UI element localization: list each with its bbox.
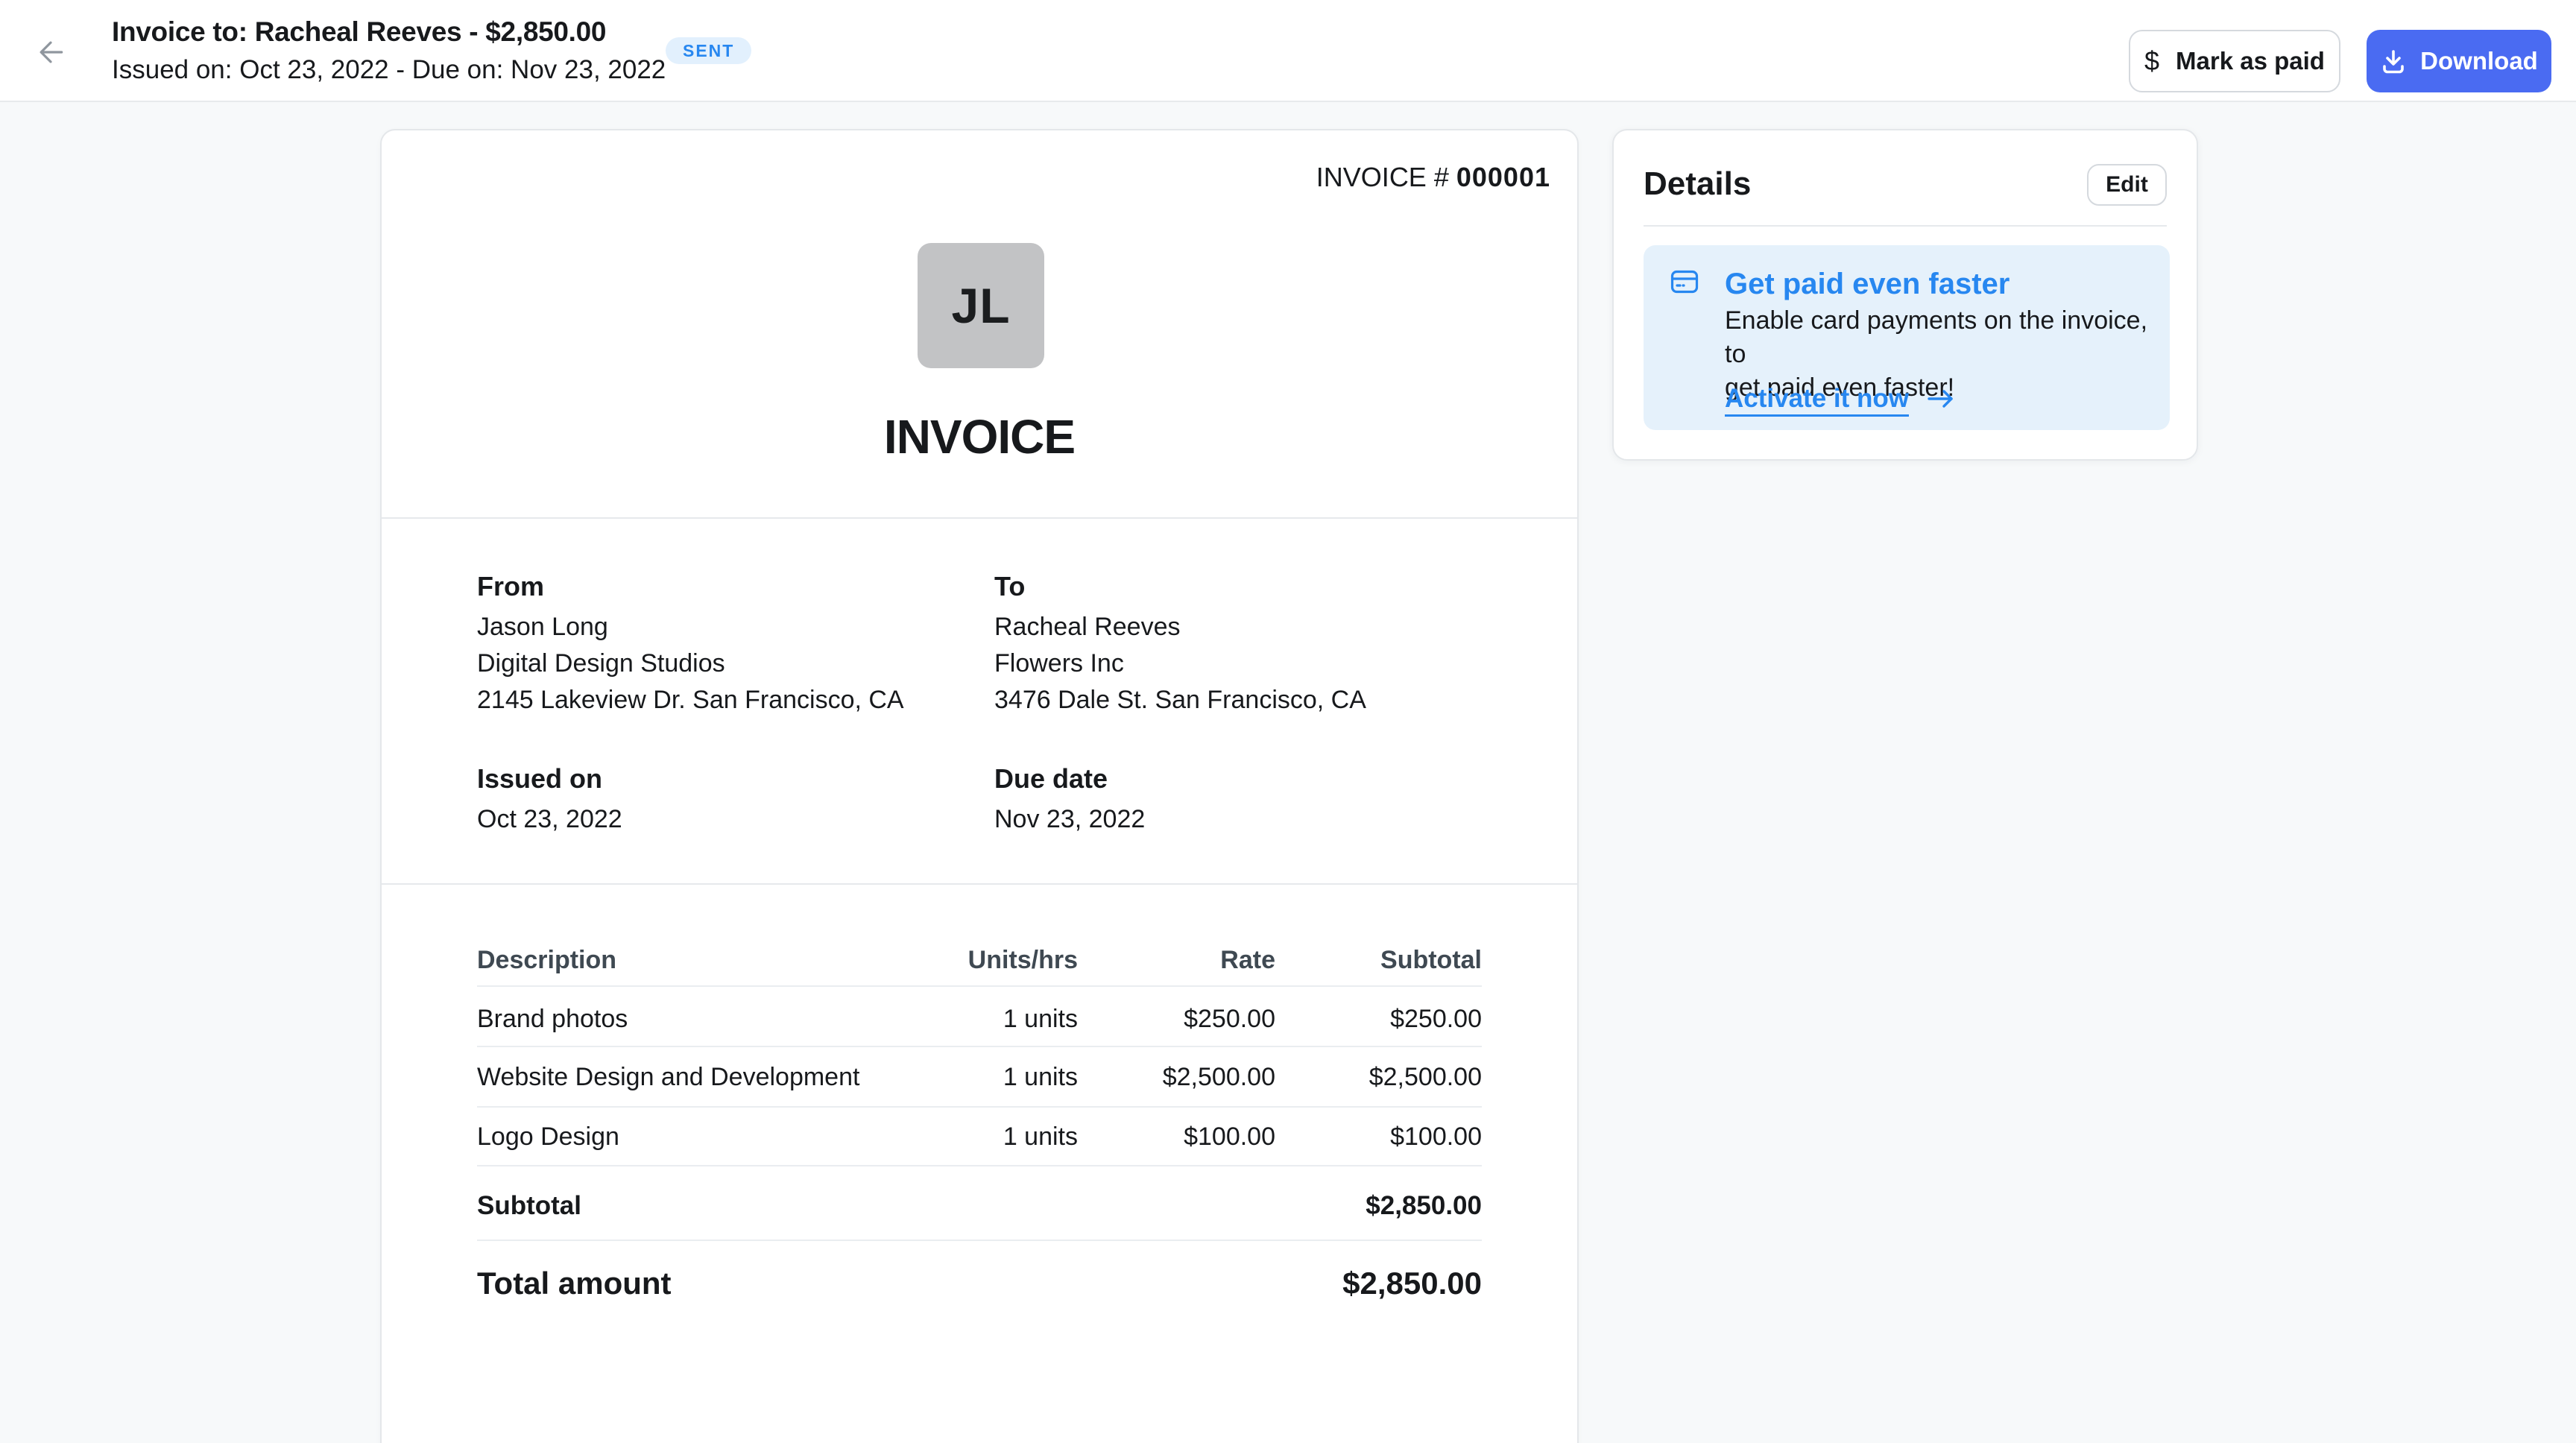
- from-name: Jason Long: [477, 609, 954, 645]
- due-date-block: Due date Nov 23, 2022: [994, 765, 1471, 833]
- col-header-subtotal: Subtotal: [1380, 947, 1482, 973]
- row-divider: [477, 1046, 1482, 1047]
- row-divider: [477, 1240, 1482, 1241]
- col-header-description: Description: [477, 947, 616, 973]
- item-rate: $2,500.00: [1163, 1062, 1275, 1092]
- to-block: To Racheal Reeves Flowers Inc 3476 Dale …: [994, 573, 1471, 719]
- due-date-value: Nov 23, 2022: [994, 806, 1471, 833]
- invoice-number: INVOICE #000001: [1316, 162, 1550, 193]
- activate-link-row: Activate it now: [1725, 384, 1957, 414]
- status-badge: SENT: [666, 37, 751, 64]
- item-description: Logo Design: [477, 1122, 619, 1152]
- item-subtotal: $250.00: [1390, 1004, 1482, 1034]
- item-rate: $100.00: [1184, 1122, 1275, 1152]
- activate-it-now-link[interactable]: Activate it now: [1725, 384, 1909, 414]
- panel-divider: [1644, 225, 2167, 227]
- details-panel: Details Edit Get paid even faster Enable…: [1612, 129, 2198, 461]
- item-rate: $250.00: [1184, 1004, 1275, 1034]
- promo-title: Get paid even faster: [1725, 268, 2010, 300]
- due-date-label: Due date: [994, 765, 1471, 792]
- download-icon: [2380, 48, 2407, 75]
- mark-as-paid-label: Mark as paid: [2176, 47, 2325, 75]
- total-value: $2,850.00: [1342, 1266, 1482, 1301]
- get-paid-faster-banner: Get paid even faster Enable card payment…: [1644, 245, 2170, 430]
- item-description: Website Design and Development: [477, 1062, 859, 1092]
- section-divider: [382, 883, 1577, 885]
- item-subtotal: $2,500.00: [1369, 1062, 1482, 1092]
- from-company: Digital Design Studios: [477, 645, 954, 682]
- to-company: Flowers Inc: [994, 645, 1471, 682]
- mark-as-paid-button[interactable]: $ Mark as paid: [2129, 30, 2340, 92]
- issued-on-value: Oct 23, 2022: [477, 806, 954, 833]
- promo-body-line1: Enable card payments on the invoice, to: [1725, 304, 2170, 371]
- arrow-right-icon: [1925, 388, 1957, 410]
- details-title: Details: [1644, 168, 1751, 200]
- page-title: Invoice to: Racheal Reeves - $2,850.00: [112, 16, 606, 48]
- item-units: 1 units: [1003, 1122, 1078, 1152]
- dollar-icon: $: [2144, 45, 2159, 77]
- page-subtitle: Issued on: Oct 23, 2022 - Due on: Nov 23…: [112, 55, 666, 85]
- row-divider: [477, 1165, 1482, 1166]
- total-label: Total amount: [477, 1266, 672, 1301]
- company-logo-avatar: JL: [918, 243, 1044, 368]
- download-label: Download: [2420, 47, 2538, 75]
- top-bar: Invoice to: Racheal Reeves - $2,850.00 I…: [0, 0, 2576, 102]
- from-block: From Jason Long Digital Design Studios 2…: [477, 573, 954, 719]
- from-address: 2145 Lakeview Dr. San Francisco, CA: [477, 682, 954, 719]
- to-address: 3476 Dale St. San Francisco, CA: [994, 682, 1471, 719]
- subtotal-label: Subtotal: [477, 1192, 581, 1220]
- issued-on-label: Issued on: [477, 765, 954, 792]
- download-button[interactable]: Download: [2367, 30, 2551, 92]
- back-arrow-icon[interactable]: [34, 36, 67, 69]
- subtotal-value: $2,850.00: [1366, 1192, 1482, 1220]
- col-header-units: Units/hrs: [968, 947, 1078, 973]
- invoice-number-label: INVOICE #: [1316, 162, 1449, 192]
- section-divider: [382, 517, 1577, 519]
- invoice-number-value: 000001: [1456, 162, 1550, 192]
- issued-on-block: Issued on Oct 23, 2022: [477, 765, 954, 833]
- item-units: 1 units: [1003, 1062, 1078, 1092]
- edit-button[interactable]: Edit: [2087, 164, 2167, 206]
- item-description: Brand photos: [477, 1004, 628, 1034]
- invoice-preview-card: INVOICE #000001 JL INVOICE From Jason Lo…: [380, 129, 1579, 1443]
- to-label: To: [994, 573, 1471, 600]
- col-header-rate: Rate: [1220, 947, 1275, 973]
- credit-card-icon: [1670, 268, 1699, 295]
- from-label: From: [477, 573, 954, 600]
- item-subtotal: $100.00: [1390, 1122, 1482, 1152]
- invoice-doc-title: INVOICE: [382, 409, 1577, 464]
- row-divider: [477, 985, 1482, 987]
- row-divider: [477, 1106, 1482, 1108]
- to-name: Racheal Reeves: [994, 609, 1471, 645]
- item-units: 1 units: [1003, 1004, 1078, 1034]
